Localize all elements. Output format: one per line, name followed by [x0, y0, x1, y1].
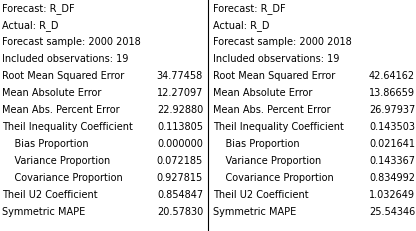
Text: 0.113805: 0.113805: [157, 122, 203, 131]
Text: 22.92880: 22.92880: [157, 105, 203, 115]
Text: Forecast sample: 2000 2018: Forecast sample: 2000 2018: [213, 37, 352, 47]
Text: 34.77458: 34.77458: [157, 71, 203, 81]
Text: Actual: R_D: Actual: R_D: [213, 20, 270, 31]
Text: Root Mean Squared Error: Root Mean Squared Error: [213, 71, 335, 81]
Text: 0.143503: 0.143503: [369, 122, 415, 131]
Text: Forecast: R_DF: Forecast: R_DF: [2, 3, 75, 14]
Text: Theil U2 Coefficient: Theil U2 Coefficient: [2, 189, 98, 199]
Text: Included observations: 19: Included observations: 19: [213, 54, 339, 64]
Text: Actual: R_D: Actual: R_D: [2, 20, 59, 31]
Text: 1.032649: 1.032649: [369, 189, 415, 199]
Text: Theil U2 Coefficient: Theil U2 Coefficient: [213, 189, 309, 199]
Text: 0.072185: 0.072185: [157, 155, 203, 165]
Text: 12.27097: 12.27097: [157, 88, 203, 98]
Text: Mean Absolute Error: Mean Absolute Error: [2, 88, 102, 98]
Text: Included observations: 19: Included observations: 19: [2, 54, 129, 64]
Text: 0.021641: 0.021641: [369, 138, 415, 148]
Text: Forecast sample: 2000 2018: Forecast sample: 2000 2018: [2, 37, 141, 47]
Text: Covariance Proportion: Covariance Proportion: [213, 172, 334, 182]
Text: Symmetric MAPE: Symmetric MAPE: [213, 206, 296, 216]
Text: Mean Absolute Error: Mean Absolute Error: [213, 88, 312, 98]
Text: 0.834992: 0.834992: [369, 172, 415, 182]
Text: Forecast: R_DF: Forecast: R_DF: [213, 3, 286, 14]
Text: 20.57830: 20.57830: [157, 206, 203, 216]
Text: Bias Proportion: Bias Proportion: [2, 138, 89, 148]
Text: 0.143367: 0.143367: [369, 155, 415, 165]
Text: 0.000000: 0.000000: [157, 138, 203, 148]
Text: Bias Proportion: Bias Proportion: [213, 138, 300, 148]
Text: Mean Abs. Percent Error: Mean Abs. Percent Error: [2, 105, 120, 115]
Text: Theil Inequality Coefficient: Theil Inequality Coefficient: [2, 122, 133, 131]
Text: Theil Inequality Coefficient: Theil Inequality Coefficient: [213, 122, 344, 131]
Text: 26.97937: 26.97937: [369, 105, 415, 115]
Text: Variance Proportion: Variance Proportion: [213, 155, 321, 165]
Text: Symmetric MAPE: Symmetric MAPE: [2, 206, 85, 216]
Text: 13.86659: 13.86659: [369, 88, 415, 98]
Text: Covariance Proportion: Covariance Proportion: [2, 172, 123, 182]
Text: 0.927815: 0.927815: [157, 172, 203, 182]
Text: 25.54346: 25.54346: [369, 206, 415, 216]
Text: Variance Proportion: Variance Proportion: [2, 155, 110, 165]
Text: Root Mean Squared Error: Root Mean Squared Error: [2, 71, 124, 81]
Text: 0.854847: 0.854847: [157, 189, 203, 199]
Text: Mean Abs. Percent Error: Mean Abs. Percent Error: [213, 105, 331, 115]
Text: 42.64162: 42.64162: [369, 71, 415, 81]
